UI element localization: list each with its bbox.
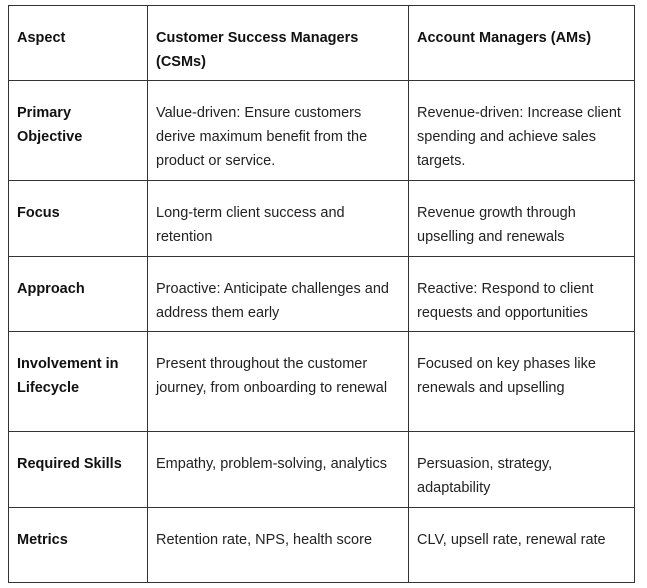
table-cell: Persuasion, strategy, adaptability [408,431,635,508]
table-cell: Reactive: Respond to client requests and… [408,256,635,332]
row-label: Focus [8,180,148,257]
table-cell: Value-driven: Ensure customers derive ma… [147,80,409,181]
table-cell: Focused on key phases like renewals and … [408,331,635,432]
table-cell: Proactive: Anticipate challenges and add… [147,256,409,332]
row-label: Metrics [8,507,148,583]
comparison-table: Aspect Customer Success Managers (CSMs) … [8,5,635,583]
header-row: Aspect Customer Success Managers (CSMs) … [8,5,635,81]
table-cell: Present throughout the customer journey,… [147,331,409,432]
table-cell: CLV, upsell rate, renewal rate [408,507,635,583]
table-row: Primary Objective Value-driven: Ensure cu… [8,80,635,181]
table-row: Metrics Retention rate, NPS, health score… [8,507,635,583]
header-cell: Aspect [8,5,148,81]
table-row: Approach Proactive: Anticipate challenges… [8,256,635,332]
table-row: Focus Long-term client success and retent… [8,180,635,257]
header-cell: Account Managers (AMs) [408,5,635,81]
row-label: Involvement in Lifecycle [8,331,148,432]
table-cell: Retention rate, NPS, health score [147,507,409,583]
table-cell: Empathy, problem-solving, analytics [147,431,409,508]
table-head: Aspect Customer Success Managers (CSMs) … [8,5,635,81]
table-cell: Revenue growth through upselling and ren… [408,180,635,257]
row-label: Required Skills [8,431,148,508]
row-label: Approach [8,256,148,332]
table-cell: Long-term client success and retention [147,180,409,257]
table-body: Primary Objective Value-driven: Ensure cu… [8,80,635,583]
row-label: Primary Objective [8,80,148,181]
table-cell: Revenue-driven: Increase client spending… [408,80,635,181]
table-row: Involvement in Lifecycle Present througho… [8,331,635,432]
header-cell: Customer Success Managers (CSMs) [147,5,409,81]
table-row: Required Skills Empathy, problem-solving,… [8,431,635,508]
